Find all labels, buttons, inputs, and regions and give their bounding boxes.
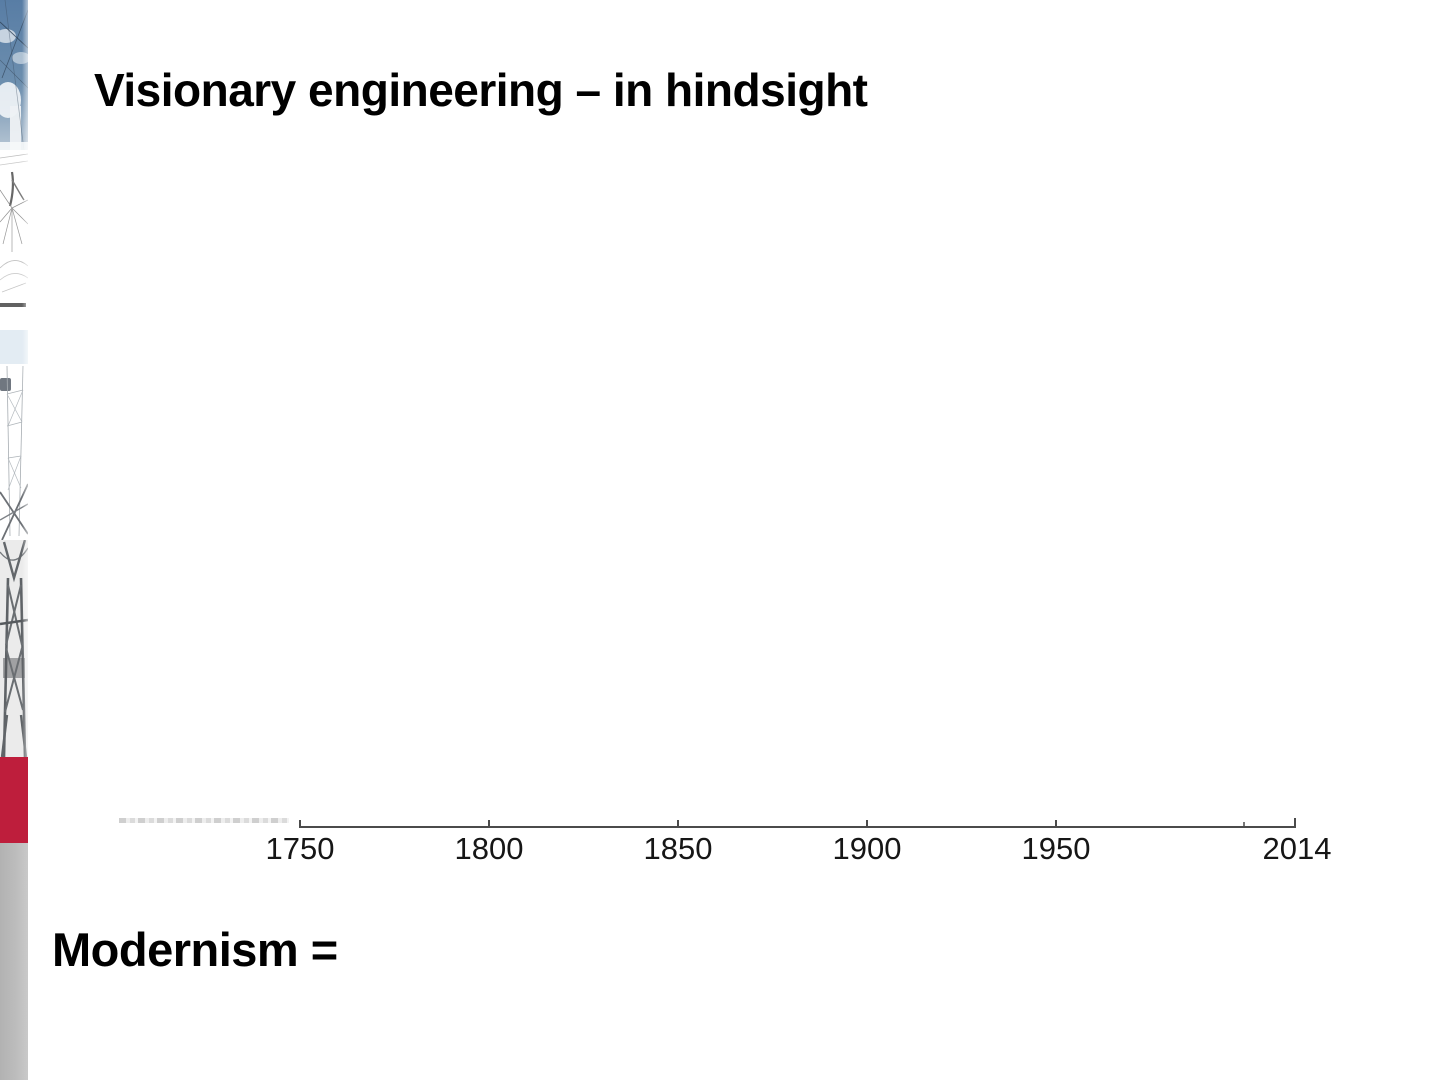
timeline-faded-remnant (119, 818, 289, 823)
page-title: Visionary engineering – in hindsight (94, 63, 868, 116)
axis-tick-2014 (1294, 818, 1296, 828)
axis-tick-label-1800: 1800 (454, 831, 524, 866)
axis-tick-label-1900: 1900 (832, 831, 902, 866)
axis-tick-label-2014: 2014 (1262, 831, 1332, 866)
axis-tick-label-1950: 1950 (1021, 831, 1091, 866)
tower-line-drawing-icon (0, 330, 28, 540)
axis-tick-1900 (866, 820, 868, 828)
axis-tick-1850 (677, 820, 679, 828)
axis-tick-1800 (488, 820, 490, 828)
axis-tick-label-1750: 1750 (265, 831, 335, 866)
axis-tick-1750 (299, 820, 301, 828)
strip-red-accent-block (0, 757, 28, 843)
strip-strut-sketch-drawing (0, 150, 28, 310)
strip-sky-lattice-photo (0, 0, 28, 150)
steel-pylon-icon (0, 540, 28, 757)
axis-tick-2000-unlabeled (1243, 822, 1245, 828)
left-image-strip (0, 0, 28, 1080)
axis-tick-label-1850: 1850 (643, 831, 713, 866)
modernism-heading: Modernism = (52, 923, 338, 976)
strip-pylon-photo (0, 540, 28, 757)
strip-gray-accent-block (0, 843, 28, 1080)
timeline-axis-line (300, 826, 1296, 828)
strip-lattice-tower-drawing (0, 330, 28, 540)
axis-tick-1950 (1055, 820, 1057, 828)
blue-sky-truss-icon (0, 0, 28, 150)
pencil-sketch-icon (0, 150, 28, 310)
